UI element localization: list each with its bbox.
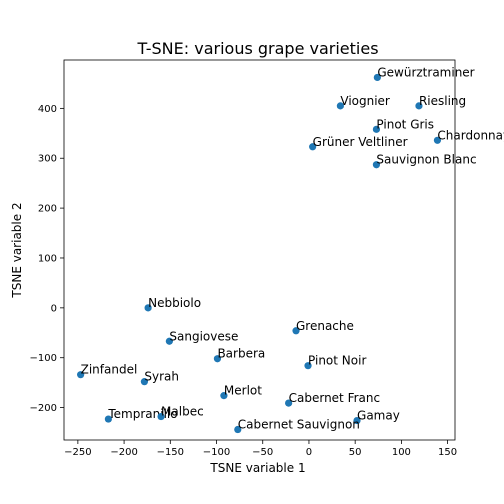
x-tick-label: 0 <box>306 447 312 458</box>
point-label: Chardonnay <box>437 128 504 142</box>
x-tick-label: −250 <box>64 447 91 458</box>
data-point <box>353 416 361 425</box>
data-point <box>415 102 423 110</box>
chart-title: T-SNE: various grape varieties <box>136 39 378 58</box>
x-axis: −250 −200 −150 −100 −50 0 50 100 150 <box>64 440 457 458</box>
point-label: Viognier <box>340 94 390 108</box>
x-tick-label: −150 <box>157 447 184 458</box>
point-label: Barbera <box>217 347 265 361</box>
y-tick-label: 300 <box>38 154 57 165</box>
point-label: Sauvignon Blanc <box>376 153 476 167</box>
data-point <box>433 136 442 144</box>
point-label: Zinfandel <box>81 363 138 377</box>
x-tick-label: 100 <box>392 447 411 458</box>
y-tick-label: 200 <box>38 204 57 215</box>
data-point <box>372 125 381 133</box>
data-point <box>220 392 228 400</box>
data-point <box>372 161 381 169</box>
data-point <box>104 415 112 423</box>
y-tick-label: 400 <box>38 104 57 115</box>
data-point <box>157 412 165 421</box>
x-tick-label: −50 <box>252 447 273 458</box>
point-label: Merlot <box>224 384 262 398</box>
y-tick-label: −200 <box>30 403 57 414</box>
x-tick-label: 150 <box>438 447 457 458</box>
point-label: Syrah <box>144 370 179 384</box>
point-label: Cabernet Franc <box>289 391 380 405</box>
data-point <box>234 425 242 434</box>
point-label: Gamay <box>357 409 400 423</box>
point-label: Grüner Veltliner <box>313 135 408 149</box>
y-tick-label: 0 <box>51 303 57 314</box>
y-tick-label: 100 <box>38 253 57 264</box>
x-tick-label: −200 <box>110 447 137 458</box>
point-label: Nebbiolo <box>148 296 201 310</box>
data-point <box>77 371 85 379</box>
data-point <box>373 73 381 82</box>
point-label: Pinot Gris <box>376 117 434 131</box>
y-tick-label: −100 <box>30 353 57 364</box>
point-label: Sangiovese <box>169 329 238 343</box>
data-point <box>336 102 344 110</box>
x-tick-label: −100 <box>203 447 230 458</box>
point-label: Riesling <box>419 94 466 108</box>
x-axis-label: TSNE variable 1 <box>209 461 305 475</box>
point-label: Gewürztraminer <box>377 65 474 79</box>
data-point <box>140 378 149 386</box>
point-label: Malbec <box>161 405 204 419</box>
data-point <box>213 355 222 363</box>
data-point <box>309 143 317 151</box>
plot-frame <box>63 59 456 441</box>
y-axis: −200 −100 0 100 200 300 400 <box>30 104 64 414</box>
point-label: Pinot Noir <box>308 354 366 368</box>
plot-area: Gewürztraminer Viognier Riesling Pinot Gris… <box>77 65 504 434</box>
x-tick-label: 50 <box>349 447 362 458</box>
y-axis-label: TSNE variable 2 <box>10 202 24 298</box>
data-point <box>144 304 152 312</box>
data-point <box>165 337 173 345</box>
point-label: Cabernet Sauvignon <box>238 418 360 432</box>
data-point <box>304 362 312 370</box>
data-point <box>285 399 293 407</box>
point-label: Grenache <box>296 319 354 333</box>
data-point <box>292 327 300 335</box>
